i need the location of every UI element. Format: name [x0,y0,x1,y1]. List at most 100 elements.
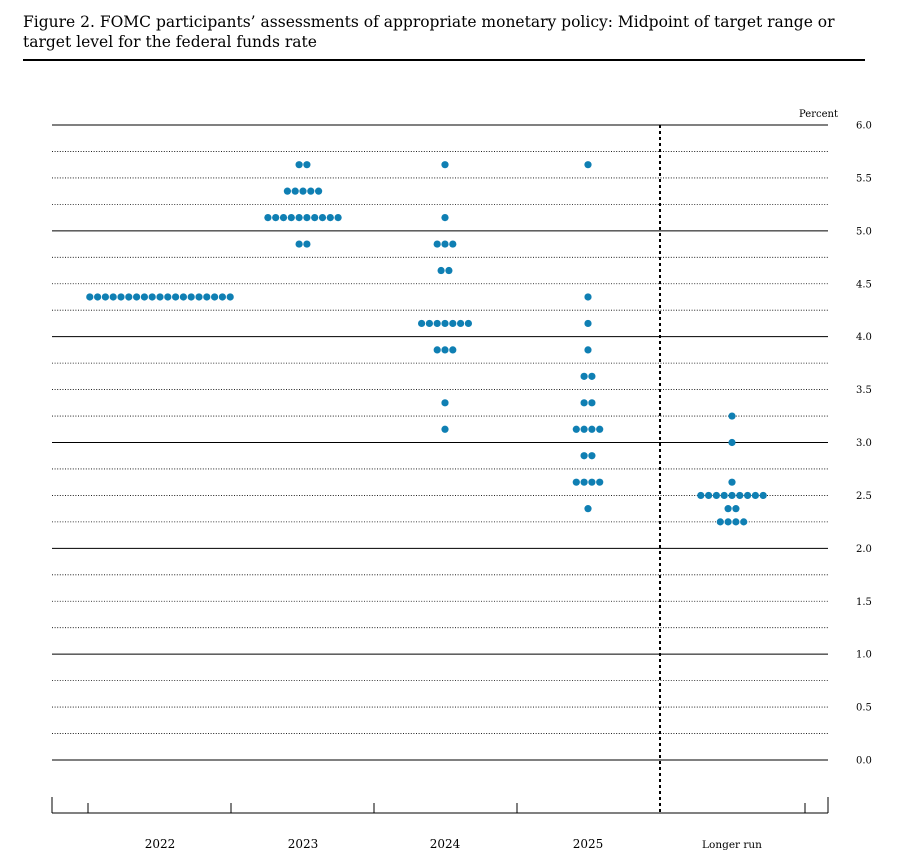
dot-marker [283,187,291,195]
dot-marker [311,214,319,222]
dot-marker [164,293,172,301]
dot-marker [441,214,449,222]
dot-marker [588,452,596,460]
dot-marker [156,293,164,301]
dot-marker [187,293,195,301]
dot-marker [315,187,323,195]
dot-marker [588,425,596,433]
y-tick-label: 3.5 [856,385,872,396]
dot-marker [441,399,449,407]
dot-marker [580,478,588,486]
dot-marker [437,266,445,275]
dot-marker [716,518,724,526]
dot-marker [433,346,441,354]
dot-marker [226,293,234,301]
dot-marker [449,319,457,328]
dot-marker [211,293,219,301]
dot-marker [291,187,299,195]
dot-marker [94,293,102,301]
y-axis-unit-label: Percent [799,109,838,120]
dot-marker [195,293,203,301]
y-tick-label: 0.0 [856,756,872,767]
dot-marker [326,214,334,222]
dot-marker [86,293,94,301]
dot-marker [140,293,148,301]
y-tick-label: 2.0 [856,544,872,555]
title-rule [23,59,865,61]
dot-marker [125,293,133,301]
dot-marker [584,293,592,301]
dot-marker [724,505,732,513]
dot-marker [464,319,472,328]
dots-layer [86,161,767,526]
y-tick-label: 5.0 [856,226,872,237]
x-category-label: 2024 [430,837,461,851]
dot-marker [744,491,752,500]
dot-marker [580,399,588,407]
dot-marker [728,412,736,420]
dot-marker [287,214,295,222]
x-category-label: 2025 [573,837,604,851]
y-tick-label: 2.5 [856,491,872,502]
y-tick-label: 4.5 [856,279,872,290]
y-tick-label: 5.5 [856,173,872,184]
dot-marker [720,491,728,500]
dot-marker [751,491,760,500]
dot-marker [117,293,125,301]
dot-marker [179,293,187,301]
dot-marker [303,161,311,169]
dot-marker [759,491,767,500]
dot-marker [264,214,272,222]
dot-marker [441,425,449,433]
dot-marker [109,293,117,301]
y-tick-label: 3.0 [856,438,872,449]
dot-marker [299,187,307,195]
dot-marker [433,240,441,248]
dot-marker [732,518,740,526]
x-category-label: 2023 [288,837,319,851]
dot-marker [572,425,580,433]
dot-marker [572,478,580,486]
dot-marker [588,372,596,380]
dot-marker [334,214,342,222]
dot-marker [172,293,180,301]
y-tick-label: 0.5 [856,703,872,714]
x-axis: 2022 2023 2024 2025 Longer run [51,797,829,851]
dot-marker [705,491,713,500]
dot-marker [584,319,592,328]
dot-marker [441,319,449,328]
dot-marker [441,346,449,354]
dot-marker [318,214,327,222]
y-tick-label: 1.0 [856,650,872,661]
dot-marker [588,399,596,407]
dot-marker [303,240,311,248]
dot-marker [580,452,588,460]
dot-marker [295,240,303,248]
dot-marker [449,346,457,354]
x-category-label: 2022 [145,837,176,851]
dot-marker [724,518,732,526]
dot-marker [584,161,592,169]
dot-marker [728,478,736,486]
dot-marker [148,293,156,301]
dot-marker [596,478,604,486]
dot-marker [425,319,433,328]
dot-marker [441,240,449,248]
dot-marker [203,293,211,301]
dot-marker [101,293,109,301]
dot-marker [433,319,441,328]
dot-marker [457,319,465,328]
dot-marker [584,346,592,354]
dot-marker [697,491,705,500]
dot-marker [740,518,748,526]
dot-marker [418,319,426,328]
dot-marker [596,425,604,433]
dot-marker [441,161,449,169]
dot-marker [303,214,311,222]
figure-title: Figure 2. FOMC participants’ assessments… [23,13,835,51]
dot-marker [580,425,588,433]
dot-marker [295,214,303,222]
dot-marker [449,240,457,248]
dot-marker [588,478,596,486]
